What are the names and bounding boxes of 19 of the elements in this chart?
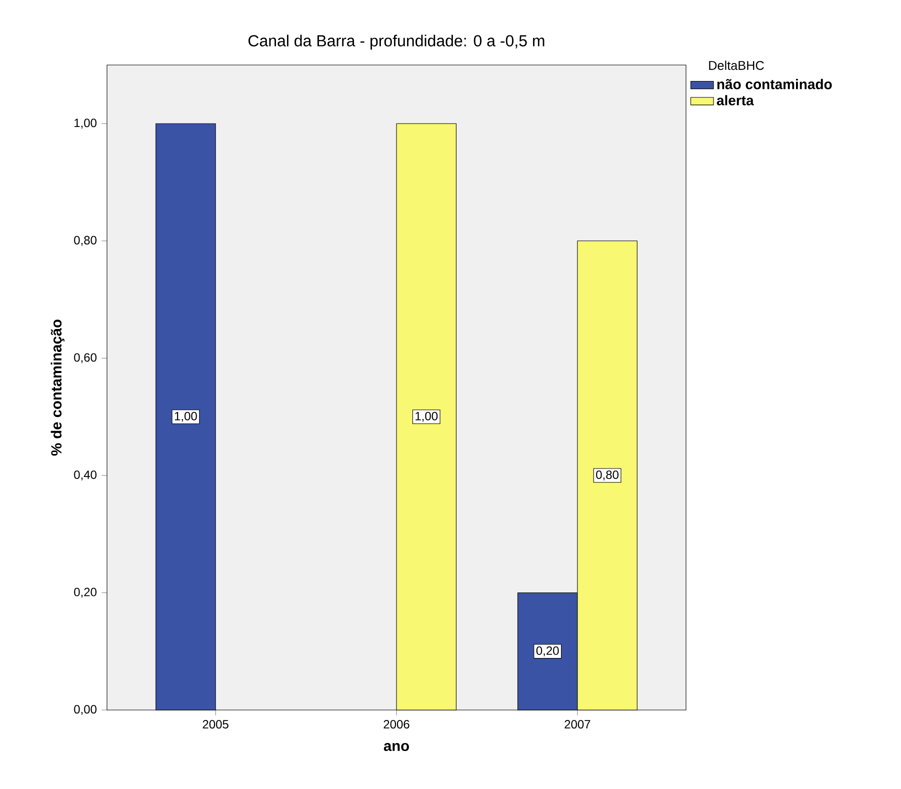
y-tick-label: 0,20 [74, 588, 96, 598]
data-label: 1,00 [416, 412, 438, 422]
data-label: 0,80 [596, 470, 619, 480]
x-tick-label: 2006 [384, 720, 410, 729]
data-label: 0,20 [536, 646, 559, 656]
x-tick-label: 2005 [202, 720, 228, 729]
y-tick-label: 1,00 [74, 118, 96, 129]
x-axis-title: ano [384, 743, 409, 752]
legend-label: não contaminado [717, 78, 832, 90]
x-tick-label: 2007 [564, 720, 590, 729]
chart-title: Canal da Barra - profundidade: 0 a -0,5 m [248, 34, 544, 50]
y-tick-label: 0,60 [74, 353, 96, 364]
y-tick-label: 0,40 [74, 470, 96, 480]
legend-title: DeltaBHC [709, 60, 764, 70]
legend-label: alerta [716, 95, 754, 106]
y-axis-title: % de contaminação [50, 320, 64, 456]
y-tick-label: 0,00 [74, 705, 96, 715]
y-tick-label: 0,80 [74, 236, 96, 246]
data-label: 1,00 [174, 412, 197, 422]
